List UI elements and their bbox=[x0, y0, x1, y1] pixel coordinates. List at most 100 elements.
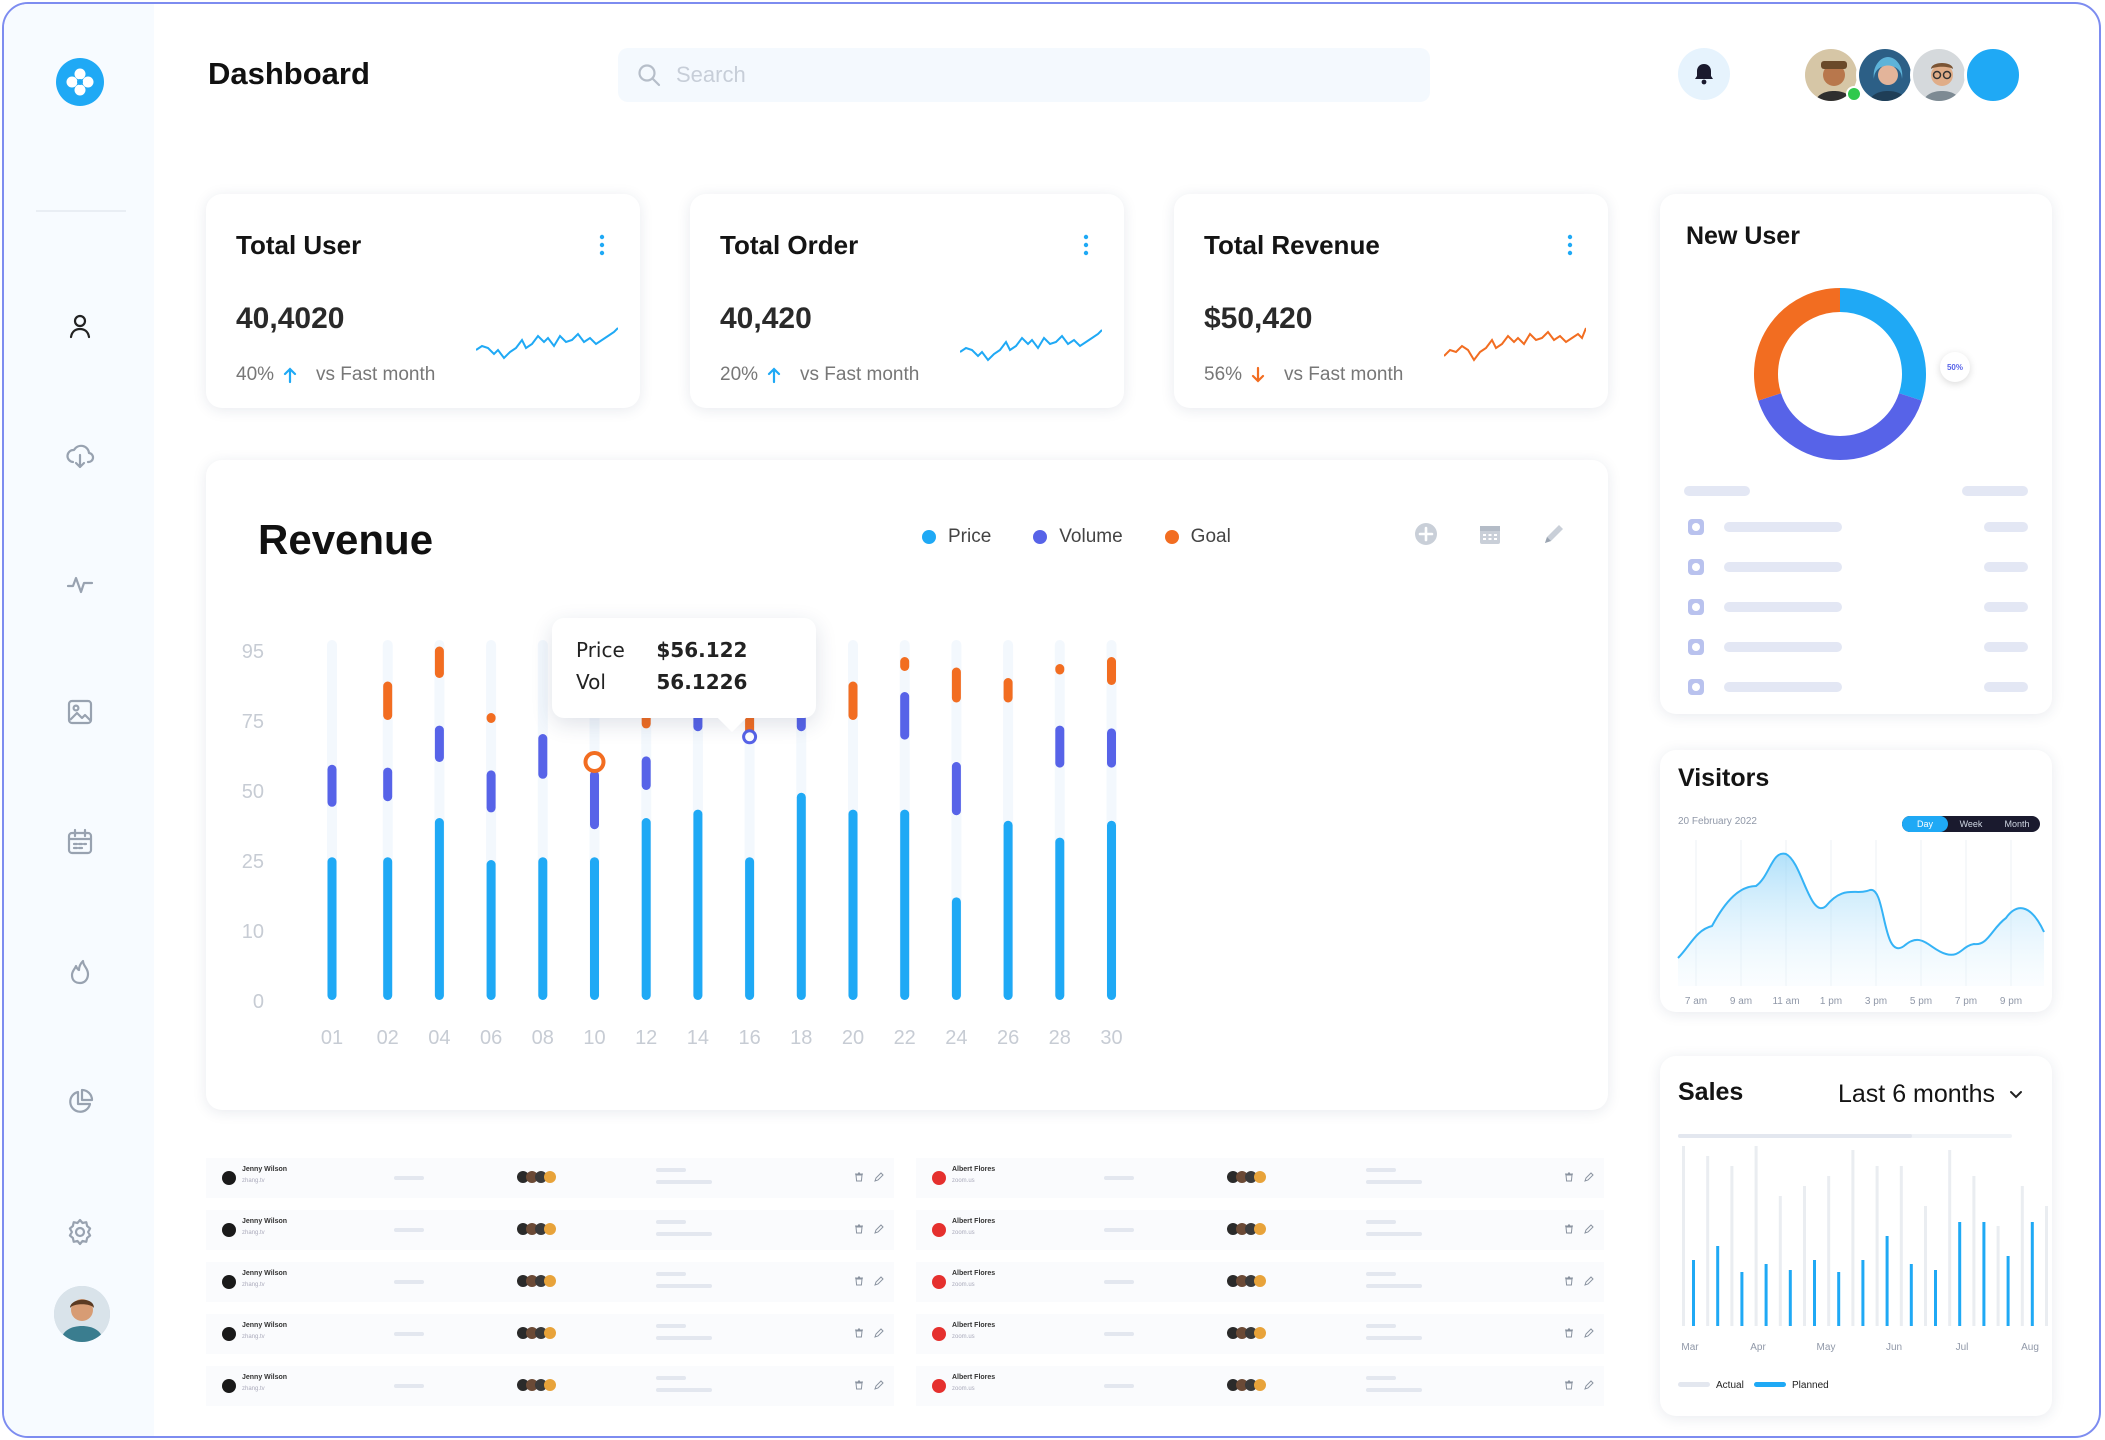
placeholder-line bbox=[1104, 1332, 1134, 1336]
edit-pencil-icon[interactable] bbox=[1584, 1276, 1594, 1286]
volume-bar bbox=[383, 767, 393, 802]
trash-icon[interactable] bbox=[854, 1380, 864, 1390]
goal-bar bbox=[1055, 664, 1065, 675]
table-row[interactable]: Albert Flores zoom.us bbox=[916, 1262, 1604, 1302]
visitors-area-chart: 7 am 9 am 11 am 1 pm 3 pm 5 pm 7 pm 9 pm bbox=[1677, 840, 2045, 1007]
search-input[interactable] bbox=[676, 62, 1376, 88]
placeholder-line bbox=[656, 1376, 686, 1380]
more-users-avatar[interactable] bbox=[1964, 46, 2022, 104]
pie-chart-icon[interactable] bbox=[64, 1086, 96, 1118]
sales-actual-bar bbox=[1682, 1146, 1685, 1326]
price-bar bbox=[693, 809, 703, 1000]
placeholder-line bbox=[394, 1228, 424, 1232]
trash-icon[interactable] bbox=[854, 1328, 864, 1338]
edit-pencil-icon[interactable] bbox=[1540, 520, 1568, 548]
row-name: Albert Flores bbox=[952, 1166, 996, 1173]
table-row[interactable]: Jenny Wilson zhang.tv bbox=[206, 1366, 894, 1406]
fire-icon[interactable] bbox=[64, 956, 96, 988]
trash-icon[interactable] bbox=[854, 1276, 864, 1286]
cloud-download-icon[interactable] bbox=[64, 440, 96, 472]
profile-avatar[interactable] bbox=[54, 1286, 110, 1342]
team-avatar[interactable] bbox=[1802, 46, 1860, 104]
legend-goal[interactable]: Goal bbox=[1164, 526, 1231, 548]
notification-button[interactable] bbox=[1678, 48, 1730, 100]
placeholder-line bbox=[1724, 642, 1842, 652]
app-logo[interactable] bbox=[56, 58, 104, 106]
gear-icon[interactable] bbox=[64, 1216, 96, 1248]
image-icon[interactable] bbox=[64, 696, 96, 728]
new-user-card: New User 50% bbox=[1660, 194, 2052, 714]
table-row[interactable]: Albert Flores zoom.us bbox=[916, 1210, 1604, 1250]
edit-pencil-icon[interactable] bbox=[1584, 1328, 1594, 1338]
tooltip-price-label: Price bbox=[576, 638, 625, 662]
arrow-up-icon bbox=[767, 367, 781, 384]
more-options-icon[interactable] bbox=[598, 234, 606, 256]
more-options-icon[interactable] bbox=[1566, 234, 1574, 256]
table-row[interactable]: Jenny Wilson zhang.tv bbox=[206, 1158, 894, 1198]
tab-day[interactable]: Day bbox=[1902, 816, 1948, 832]
x-tick-label: 30 bbox=[1100, 1027, 1122, 1049]
placeholder-line bbox=[656, 1168, 686, 1172]
trash-icon[interactable] bbox=[1564, 1276, 1574, 1286]
placeholder-line bbox=[1366, 1272, 1396, 1276]
trash-icon[interactable] bbox=[1564, 1224, 1574, 1234]
table-row[interactable]: Jenny Wilson zhang.tv bbox=[206, 1314, 894, 1354]
assignee-avatars bbox=[517, 1275, 556, 1287]
team-avatar[interactable] bbox=[1856, 46, 1914, 104]
month-label: Aug bbox=[2021, 1342, 2039, 1353]
row-subtitle: zoom.us bbox=[952, 1178, 975, 1184]
edit-pencil-icon[interactable] bbox=[874, 1224, 884, 1234]
more-options-icon[interactable] bbox=[1082, 234, 1090, 256]
trash-icon[interactable] bbox=[854, 1224, 864, 1234]
trash-icon[interactable] bbox=[1564, 1328, 1574, 1338]
calendar-icon[interactable] bbox=[1476, 520, 1504, 548]
sales-actual-bar bbox=[1706, 1156, 1710, 1326]
add-circle-icon[interactable] bbox=[1412, 520, 1440, 548]
row-subtitle: zhang.tv bbox=[242, 1282, 265, 1288]
legend-price[interactable]: Price bbox=[922, 526, 991, 548]
table-row[interactable]: Albert Flores zoom.us bbox=[916, 1158, 1604, 1198]
volume-bar bbox=[641, 756, 651, 790]
edit-pencil-icon[interactable] bbox=[874, 1276, 884, 1286]
table-row[interactable]: Albert Flores zoom.us bbox=[916, 1366, 1604, 1406]
placeholder-line bbox=[1366, 1220, 1396, 1224]
search-bar[interactable] bbox=[618, 48, 1430, 102]
edit-pencil-icon[interactable] bbox=[874, 1328, 884, 1338]
edit-pencil-icon[interactable] bbox=[1584, 1380, 1594, 1390]
price-bar bbox=[327, 857, 337, 1000]
edit-pencil-icon[interactable] bbox=[874, 1380, 884, 1390]
tab-week[interactable]: Week bbox=[1959, 819, 1983, 829]
volume-bar bbox=[434, 725, 444, 762]
sales-actual-bar bbox=[1754, 1146, 1758, 1326]
row-name: Albert Flores bbox=[952, 1218, 996, 1225]
company-logo-icon bbox=[222, 1275, 236, 1289]
table-row[interactable]: Albert Flores zoom.us bbox=[916, 1314, 1604, 1354]
goal-bar bbox=[1003, 678, 1013, 703]
edit-pencil-icon[interactable] bbox=[1584, 1172, 1594, 1182]
trash-icon[interactable] bbox=[1564, 1172, 1574, 1182]
calendar-icon[interactable] bbox=[64, 826, 96, 858]
sales-period-select[interactable]: Last 6 months bbox=[1838, 1080, 2023, 1109]
edit-pencil-icon[interactable] bbox=[1584, 1224, 1594, 1234]
month-label: May bbox=[1817, 1342, 1836, 1353]
activity-icon[interactable] bbox=[64, 568, 96, 600]
stat-value: $50,420 bbox=[1204, 302, 1313, 335]
tab-month[interactable]: Month bbox=[2004, 819, 2030, 829]
edit-pencil-icon[interactable] bbox=[874, 1172, 884, 1182]
list-item-icon bbox=[1688, 519, 1704, 535]
user-icon[interactable] bbox=[64, 310, 96, 342]
table-row[interactable]: Jenny Wilson zhang.tv bbox=[206, 1210, 894, 1250]
trash-icon[interactable] bbox=[854, 1172, 864, 1182]
goal-bar bbox=[951, 667, 961, 703]
placeholder-line bbox=[656, 1180, 712, 1184]
legend-volume[interactable]: Volume bbox=[1033, 526, 1123, 548]
trash-icon[interactable] bbox=[1564, 1380, 1574, 1390]
volume-bar bbox=[951, 762, 961, 816]
placeholder-line bbox=[1104, 1280, 1134, 1284]
team-avatar[interactable] bbox=[1910, 46, 1968, 104]
sales-actual-bar bbox=[1972, 1176, 1976, 1326]
table-row[interactable]: Jenny Wilson zhang.tv bbox=[206, 1262, 894, 1302]
price-bar bbox=[486, 860, 496, 1000]
placeholder-line bbox=[394, 1384, 424, 1388]
chevron-down-icon bbox=[2010, 1090, 2023, 1098]
